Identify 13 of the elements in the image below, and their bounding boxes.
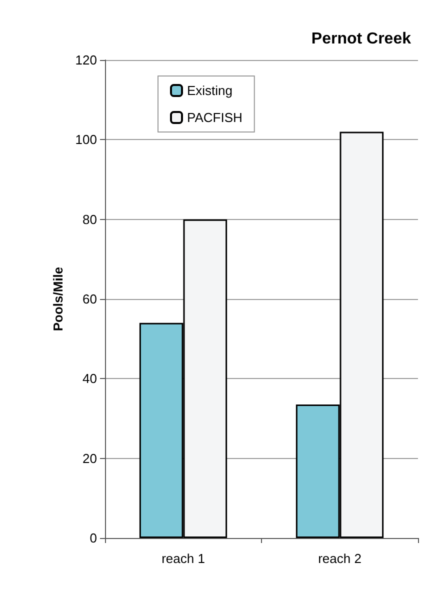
y-tick-label: 20 xyxy=(82,450,97,466)
y-tick-label: 120 xyxy=(75,52,97,68)
legend-label: Existing xyxy=(187,83,233,98)
y-tick-label: 0 xyxy=(90,530,97,546)
y-tick-label: 80 xyxy=(82,212,97,227)
legend-label: PACFISH xyxy=(187,110,242,125)
chart-title: Pernot Creek xyxy=(311,30,412,48)
x-tick-label: reach 1 xyxy=(162,551,205,566)
y-tick-label: 60 xyxy=(82,292,97,306)
y-tick-label: 100 xyxy=(75,132,97,148)
y-tick-label: 40 xyxy=(82,371,97,386)
x-tick-label: reach 2 xyxy=(318,551,362,566)
y-axis-title: Pools/Mile xyxy=(50,266,66,332)
